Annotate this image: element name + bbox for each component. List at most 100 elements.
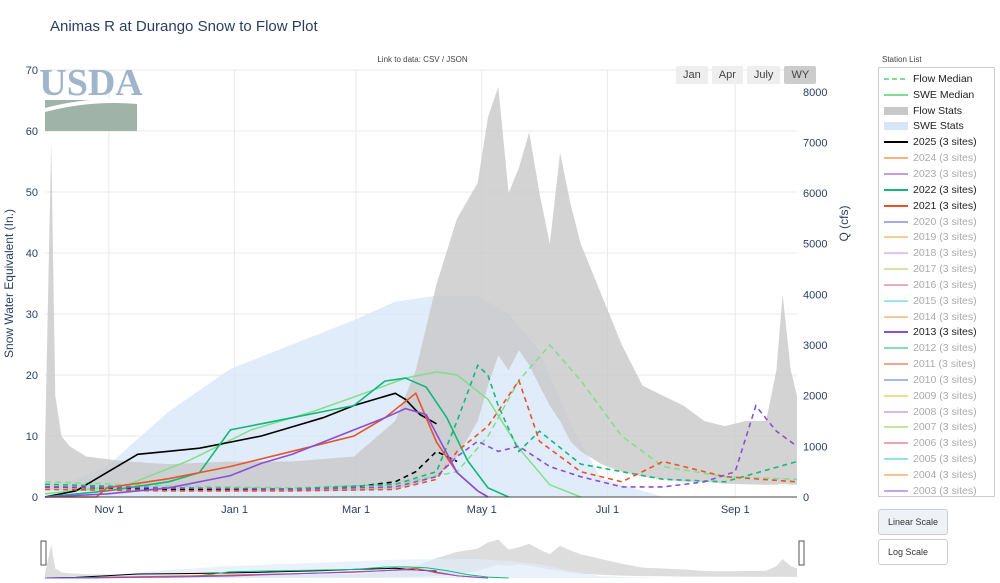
legend-swatch bbox=[884, 410, 908, 413]
legend-label: 2018 (3 sites) bbox=[913, 247, 977, 260]
legend-item[interactable]: 2009 (3 sites) bbox=[879, 388, 994, 404]
navigator-flow-band bbox=[45, 539, 797, 578]
range-button-wy[interactable]: WY bbox=[784, 66, 817, 84]
legend-swatch bbox=[884, 489, 908, 492]
range-button-jan[interactable]: Jan bbox=[676, 66, 708, 84]
legend-item[interactable]: SWE Stats bbox=[879, 119, 994, 135]
legend-swatch bbox=[884, 106, 908, 115]
legend-label: 2011 (3 sites) bbox=[913, 358, 976, 371]
csv-link[interactable]: CSV bbox=[423, 55, 440, 64]
legend-label: 2010 (3 sites) bbox=[913, 373, 977, 386]
legend-swatch bbox=[884, 220, 908, 223]
legend-label: 2006 (3 sites) bbox=[913, 437, 977, 450]
legend-label: 2020 (3 sites) bbox=[913, 215, 977, 228]
legend-item[interactable]: 2006 (3 sites) bbox=[879, 435, 994, 451]
legend-swatch bbox=[884, 378, 908, 381]
y-left-tick-label: 70 bbox=[26, 65, 38, 77]
legend-swatch bbox=[884, 283, 908, 286]
y-left-tick-label: 0 bbox=[32, 492, 38, 504]
y-right-tick-label: 8000 bbox=[803, 87, 827, 99]
x-tick-label: May 1 bbox=[467, 504, 497, 516]
legend-item[interactable]: 2022 (3 sites) bbox=[879, 182, 994, 198]
legend-label: Flow Median bbox=[913, 72, 973, 85]
legend-item[interactable]: 2020 (3 sites) bbox=[879, 214, 994, 230]
usda-logo-band bbox=[45, 100, 137, 131]
legend-item[interactable]: 2012 (3 sites) bbox=[879, 340, 994, 356]
range-button-july[interactable]: July bbox=[746, 66, 781, 84]
y-right-tick-label: 6000 bbox=[803, 188, 827, 200]
legend-swatch bbox=[884, 474, 908, 477]
y-right-axis-title: Q (cfs) bbox=[837, 206, 851, 242]
y-left-tick-label: 30 bbox=[26, 309, 38, 321]
range-navigator[interactable] bbox=[40, 539, 805, 579]
legend-swatch bbox=[884, 77, 908, 80]
log-scale-button[interactable]: Log Scale bbox=[878, 539, 948, 565]
legend-label: 2003 (3 sites) bbox=[913, 484, 977, 497]
legend-item[interactable]: 2007 (3 sites) bbox=[879, 420, 994, 436]
y-left-tick-label: 20 bbox=[26, 370, 38, 382]
legend-swatch bbox=[884, 315, 908, 318]
legend-swatch bbox=[884, 252, 908, 255]
legend-swatch bbox=[884, 93, 908, 96]
json-link[interactable]: JSON bbox=[446, 55, 468, 64]
legend-item[interactable]: 2024 (3 sites) bbox=[879, 150, 994, 166]
y-right-tick-label: 3000 bbox=[803, 340, 827, 352]
y-right-tick-label: 2000 bbox=[803, 391, 827, 403]
legend-label: 2016 (3 sites) bbox=[913, 278, 977, 291]
legend-label: 2024 (3 sites) bbox=[913, 152, 977, 165]
legend-item[interactable]: SWE Median bbox=[879, 87, 994, 103]
legend-swatch bbox=[884, 331, 908, 334]
legend-label: 2021 (3 sites) bbox=[913, 199, 977, 212]
legend-item[interactable]: 2013 (3 sites) bbox=[879, 325, 994, 341]
legend-item[interactable]: 2019 (3 sites) bbox=[879, 229, 994, 245]
flow-line-2025 bbox=[44, 450, 458, 491]
legend-swatch-mark bbox=[884, 122, 908, 131]
legend-swatch bbox=[884, 347, 908, 350]
legend: Flow Median SWE Median Flow Stats SWE Stats… bbox=[878, 67, 995, 497]
y-left-tick-label: 50 bbox=[26, 187, 38, 199]
stats-bands bbox=[45, 86, 797, 497]
legend-swatch bbox=[884, 363, 908, 366]
legend-swatch bbox=[884, 458, 908, 461]
legend-label: 2023 (3 sites) bbox=[913, 167, 977, 180]
legend-swatch bbox=[884, 268, 908, 271]
legend-label: 2004 (3 sites) bbox=[913, 469, 977, 482]
swe-line-2013 bbox=[44, 407, 489, 498]
legend-item[interactable]: 2016 (3 sites) bbox=[879, 277, 994, 293]
data-link-prefix: Link to data: bbox=[377, 55, 424, 64]
legend-item[interactable]: 2004 (3 sites) bbox=[879, 467, 994, 483]
usda-logo-wave bbox=[45, 99, 137, 112]
flow-stats-band bbox=[45, 86, 797, 492]
usda-logo: USDA bbox=[39, 62, 143, 131]
legend-item[interactable]: 2010 (3 sites) bbox=[879, 372, 994, 388]
y-left-tick-label: 40 bbox=[26, 248, 38, 260]
legend-item[interactable]: 2023 (3 sites) bbox=[879, 166, 994, 182]
legend-item[interactable]: 2003 (3 sites) bbox=[879, 483, 994, 499]
x-tick-label: Nov 1 bbox=[94, 504, 123, 516]
legend-item[interactable]: Flow Median bbox=[879, 71, 994, 87]
legend-swatch bbox=[884, 122, 908, 131]
legend-item[interactable]: 2018 (3 sites) bbox=[879, 245, 994, 261]
swe-line-2022 bbox=[44, 377, 509, 498]
legend-swatch bbox=[884, 299, 908, 302]
legend-item[interactable]: 2015 (3 sites) bbox=[879, 293, 994, 309]
navigator-right-handle[interactable] bbox=[798, 540, 805, 566]
legend-item[interactable]: Flow Stats bbox=[879, 103, 994, 119]
linear-scale-button[interactable]: Linear Scale bbox=[878, 509, 948, 535]
range-button-apr[interactable]: Apr bbox=[711, 66, 743, 84]
legend-item[interactable]: 2005 (3 sites) bbox=[879, 451, 994, 467]
legend-label: 2013 (3 sites) bbox=[913, 326, 977, 339]
axes: 0 10 20 30 40 50 60 70 0 1000 2000 3000 4000 5000 6000… bbox=[2, 65, 851, 516]
navigator-left-handle[interactable] bbox=[40, 540, 47, 566]
legend-item[interactable]: 2025 (3 sites) bbox=[879, 134, 994, 150]
legend-item[interactable]: 2021 (3 sites) bbox=[879, 198, 994, 214]
legend-item[interactable]: 2008 (3 sites) bbox=[879, 404, 994, 420]
legend-label: 2007 (3 sites) bbox=[913, 421, 977, 434]
legend-swatch-mark bbox=[884, 106, 908, 115]
legend-label: SWE Stats bbox=[913, 120, 964, 133]
y-right-tick-label: 7000 bbox=[803, 137, 827, 149]
legend-item[interactable]: 2014 (3 sites) bbox=[879, 309, 994, 325]
legend-item[interactable]: 2017 (3 sites) bbox=[879, 261, 994, 277]
legend-item[interactable]: 2011 (3 sites) bbox=[879, 356, 994, 372]
